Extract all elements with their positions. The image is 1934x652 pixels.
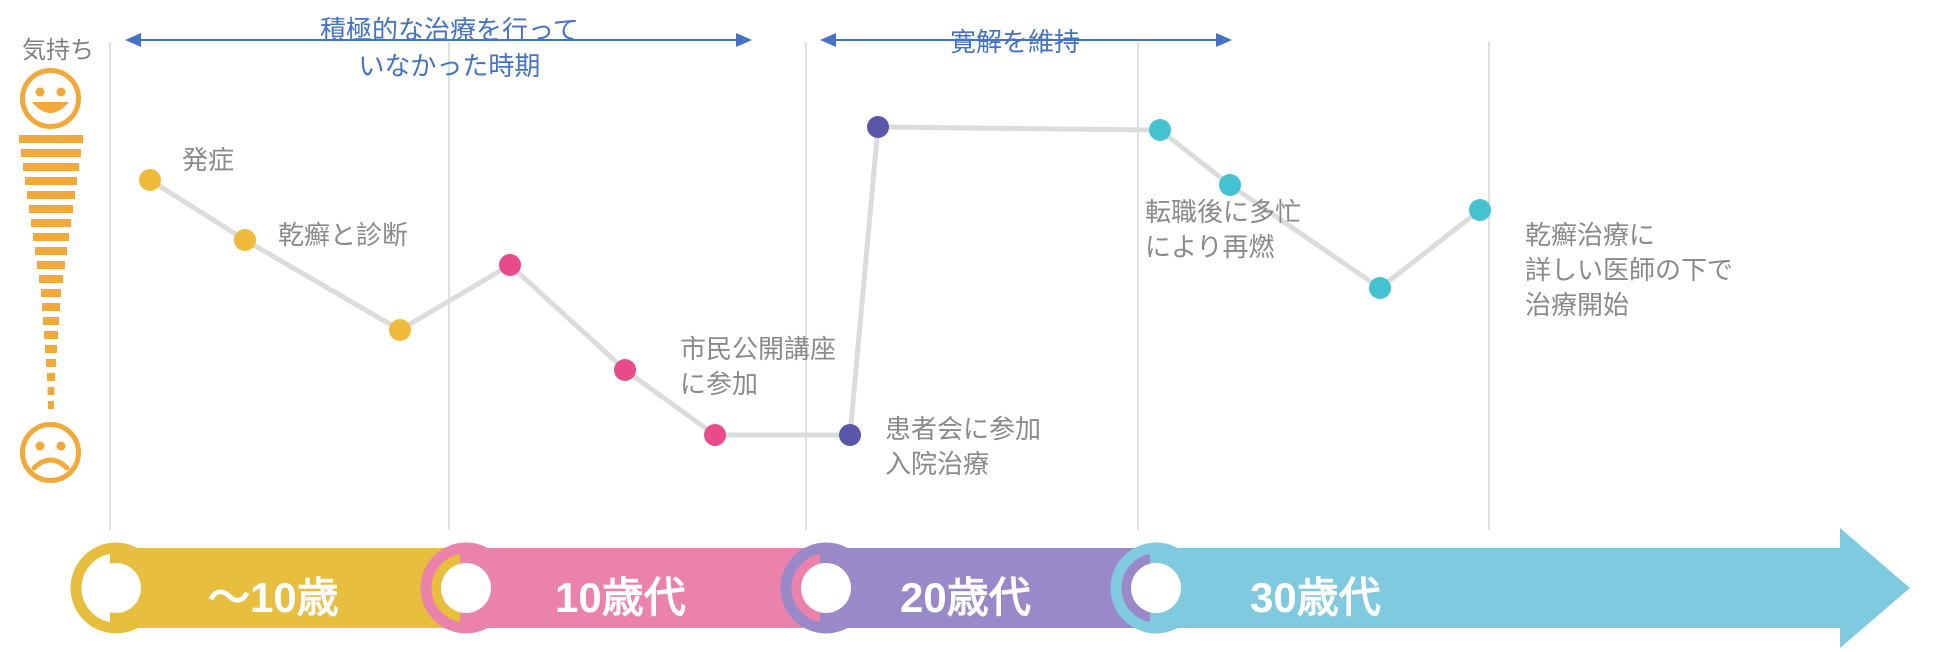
- period-label-1: 寛解を維持: [950, 24, 1080, 60]
- chart-svg: [0, 0, 1934, 652]
- point-label-0: 発症: [182, 143, 234, 178]
- mood-timeline-infographic: 気持ち: [0, 0, 1934, 652]
- timeline-segment-label-2: 20歳代: [900, 564, 1031, 625]
- period-label-0: 積極的な治療を行っていなかった時期: [320, 12, 579, 85]
- timeline-segment-label-0: 〜10歳: [208, 564, 339, 625]
- point-label-8: 転職後に多忙により再燃: [1145, 195, 1301, 265]
- point-label-11: 乾癬治療に詳しい医師の下で治療開始: [1525, 218, 1733, 323]
- timeline-segment-label-3: 30歳代: [1250, 564, 1381, 625]
- point-label-4: 市民公開講座に参加: [680, 332, 836, 402]
- point-label-6: 患者会に参加入院治療: [885, 412, 1041, 482]
- timeline-segment-label-1: 10歳代: [555, 564, 686, 625]
- point-label-1: 乾癬と診断: [278, 218, 408, 253]
